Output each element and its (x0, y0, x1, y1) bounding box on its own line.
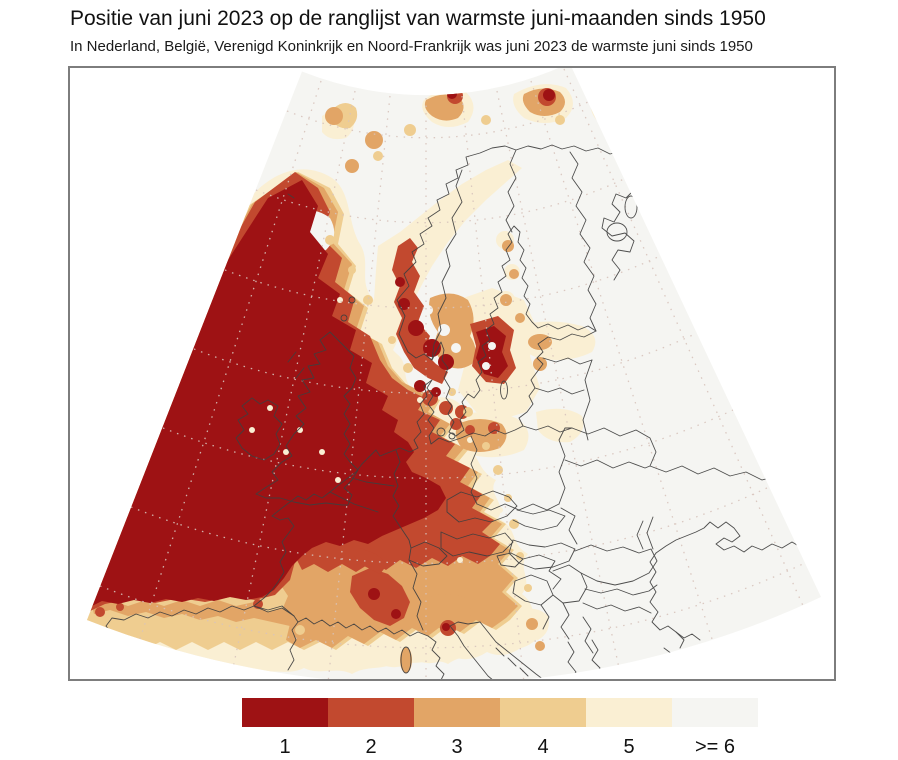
page-title: Positie van juni 2023 op de ranglijst va… (70, 7, 766, 30)
legend-item: 5 (586, 698, 672, 759)
figure-header: Positie van juni 2023 op de ranglijst va… (70, 6, 890, 55)
legend-label: 3 (451, 736, 463, 758)
legend-swatch-5 (586, 698, 672, 727)
country-borders (103, 144, 813, 681)
speckles (146, 115, 565, 636)
legend: 1 2 3 4 5 >= 6 (242, 698, 758, 759)
legend-swatch-6 (672, 698, 758, 727)
legend-label: 4 (537, 736, 549, 758)
legend-item: 4 (500, 698, 586, 759)
legend-swatch-2 (328, 698, 414, 727)
map-panel (68, 66, 836, 681)
legend-item: 1 (242, 698, 328, 759)
legend-swatch-3 (414, 698, 500, 727)
legend-label: 2 (365, 736, 377, 758)
europe-rank-map (68, 66, 836, 681)
legend-item: 2 (328, 698, 414, 759)
map-frame (68, 66, 836, 681)
legend-swatch-1 (242, 698, 328, 727)
legend-item: 3 (414, 698, 500, 759)
legend-label: 1 (279, 736, 291, 758)
page-subtitle: In Nederland, België, Verenigd Koninkrij… (70, 38, 753, 56)
legend-label: 5 (623, 736, 635, 758)
legend-swatch-4 (500, 698, 586, 727)
graticule (99, 68, 806, 681)
legend-label: >= 6 (694, 736, 736, 758)
legend-item: >= 6 (672, 698, 758, 759)
